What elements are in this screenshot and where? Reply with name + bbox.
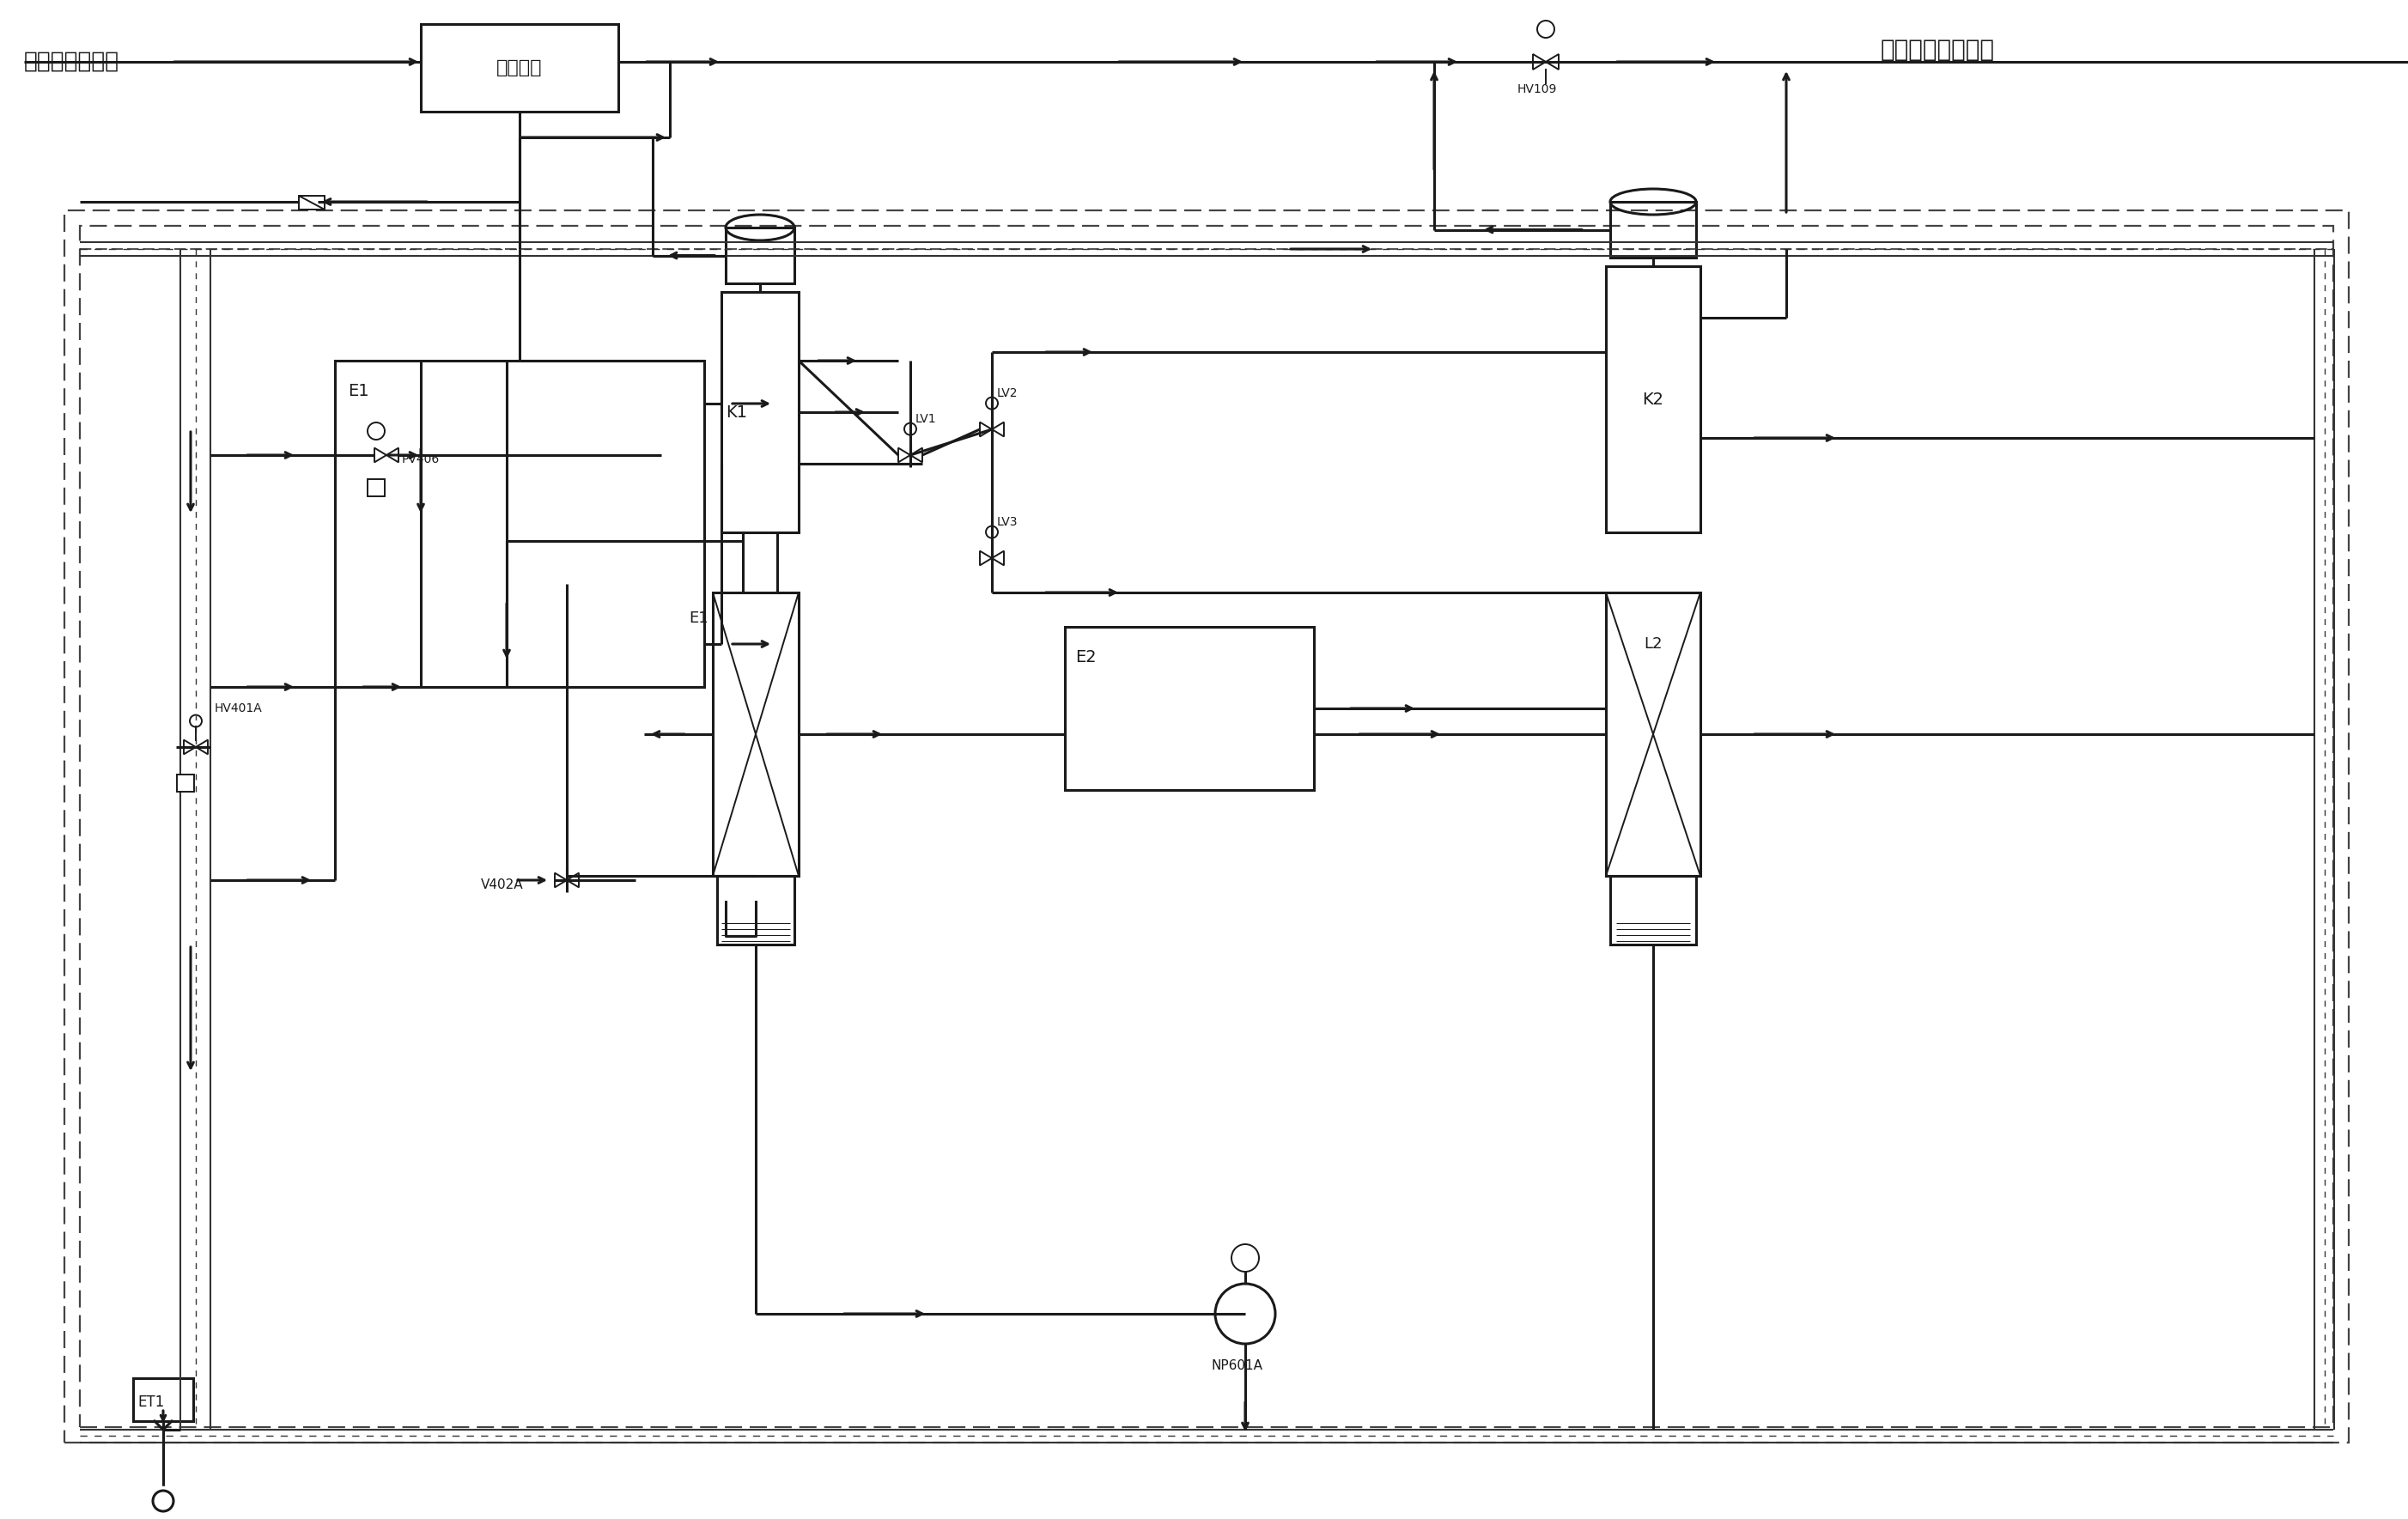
Bar [79,226,2333,1428]
Bar [718,876,795,945]
Bar [421,24,619,111]
Bar [132,1378,193,1422]
Text: K1: K1 [725,404,746,421]
Bar [725,228,795,284]
Text: ET1: ET1 [137,1394,164,1410]
Text: 空分装置污氮气: 空分装置污氮气 [24,50,120,73]
Bar [368,478,385,497]
Text: HV401A: HV401A [214,702,262,714]
Text: LV2: LV2 [997,387,1019,399]
Text: HV109: HV109 [1517,84,1558,96]
Bar [299,196,325,210]
Text: NP601A: NP601A [1211,1360,1262,1372]
Text: E1: E1 [347,383,368,399]
Bar [1611,876,1695,945]
Text: PV406: PV406 [402,453,441,465]
Bar [713,592,799,876]
Bar [1611,202,1695,258]
Text: L2: L2 [1645,636,1662,652]
Bar [722,292,799,532]
Bar [1606,266,1700,532]
Bar [1064,627,1315,790]
Text: V402A: V402A [482,878,523,890]
Text: LV3: LV3 [997,516,1019,529]
Text: 高纯氮气产品送出: 高纯氮气产品送出 [1881,38,1994,62]
Text: 压缩冷却: 压缩冷却 [496,59,542,76]
Text: LV1: LV1 [915,413,937,425]
Text: E2: E2 [1076,649,1096,665]
Bar [1606,592,1700,876]
Text: K2: K2 [1642,390,1664,407]
Bar [335,360,703,687]
Text: E1: E1 [689,611,708,626]
Bar [65,210,2348,1443]
Bar [176,775,195,791]
